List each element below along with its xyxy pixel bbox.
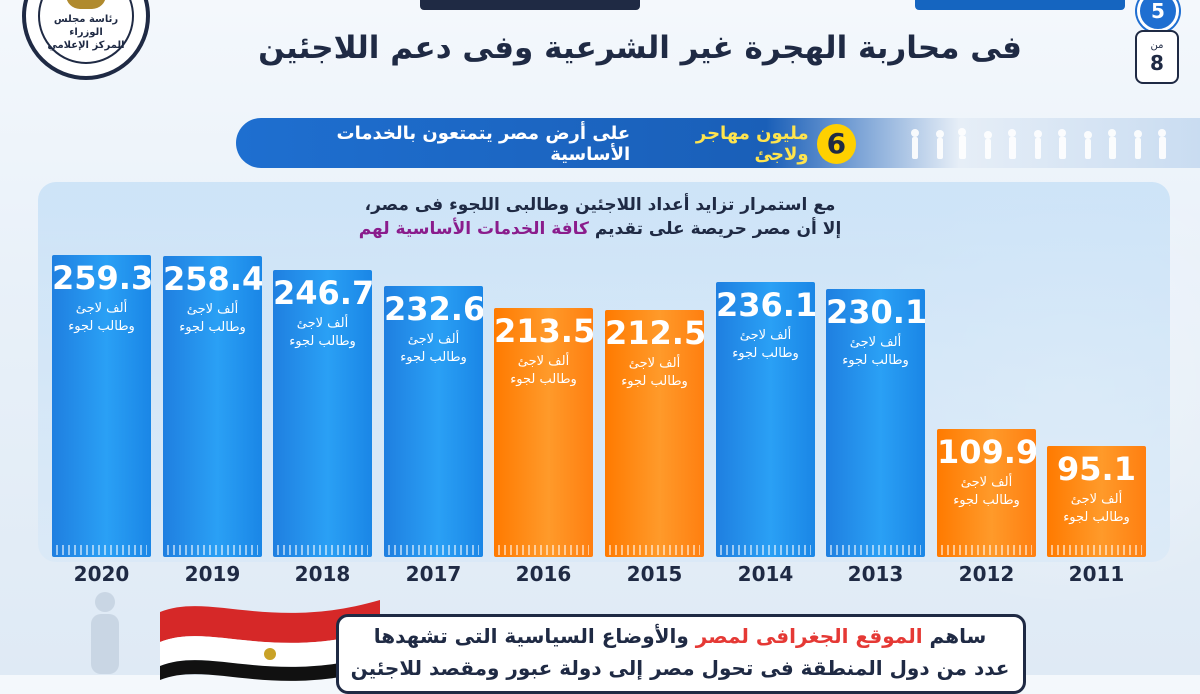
year-label-2015: 2015 bbox=[626, 562, 683, 586]
banner-highlight: مليون مهاجر ولاجئ bbox=[695, 123, 809, 165]
bottom-line-1-red: الموقع الجغرافى لمصر bbox=[695, 624, 923, 648]
bar-unit-line2: وطالب لجوء bbox=[68, 319, 135, 334]
crowd-pattern-icon bbox=[830, 545, 921, 555]
crowd-pattern-icon bbox=[498, 545, 589, 555]
chart-intro: مع استمرار تزايد أعداد اللاجئين وطالبى ا… bbox=[200, 193, 1000, 241]
intro-line-2-purple: كافة الخدمات الأساسية لهم bbox=[358, 219, 589, 239]
crowd-pattern-icon bbox=[1051, 545, 1142, 555]
bar-unit-line2: وطالب لجوء bbox=[179, 320, 246, 335]
year-label-2011: 2011 bbox=[1068, 562, 1125, 586]
bar-value-label: 246.7 bbox=[273, 274, 372, 312]
bar-unit-line2: وطالب لجوء bbox=[732, 346, 799, 361]
page-total-box: من 8 bbox=[1135, 30, 1179, 84]
title-top-strip bbox=[0, 0, 1200, 16]
bar-2013: 230.1 ألف لاجئ وطالب لجوء bbox=[826, 289, 925, 557]
title-line1-highlight-cropped bbox=[915, 0, 1125, 10]
bar-unit-line1: ألف لاجئ bbox=[186, 302, 239, 317]
page-number: 5 bbox=[1137, 0, 1179, 32]
bar-2012: 109.9 ألف لاجئ وطالب لجوء bbox=[937, 429, 1036, 557]
bar-value-label: 95.1 bbox=[1057, 450, 1136, 488]
bar-2017: 232.6 ألف لاجئ وطالب لجوء bbox=[384, 286, 483, 557]
bar-2020: 259.3 ألف لاجئ وطالب لجوء bbox=[52, 255, 151, 557]
bar-unit-line1: ألف لاجئ bbox=[75, 301, 128, 316]
egypt-flag-icon bbox=[160, 600, 380, 681]
year-label-2016: 2016 bbox=[515, 562, 572, 586]
bar-unit-line1: ألف لاجئ bbox=[1070, 492, 1123, 507]
year-label-2013: 2013 bbox=[847, 562, 904, 586]
bar-value-label: 258.4 bbox=[163, 260, 262, 298]
bar-unit-line2: وطالب لجوء bbox=[400, 350, 467, 365]
bar-unit-line1: ألف لاجئ bbox=[296, 316, 349, 331]
bar-value-label: 213.5 bbox=[494, 312, 593, 350]
crowd-pattern-icon bbox=[167, 545, 258, 555]
bar-unit-line1: ألف لاجئ bbox=[628, 356, 681, 371]
banner-text: 6 مليون مهاجر ولاجئ على أرض مصر يتمتعون … bbox=[256, 123, 856, 165]
bottom-line-1-a: ساهم bbox=[929, 624, 987, 648]
bar-value-label: 236.1 bbox=[716, 286, 815, 324]
eagle-emblem-icon bbox=[66, 0, 106, 9]
crowd-pattern-icon bbox=[277, 545, 368, 555]
bar-2019: 258.4 ألف لاجئ وطالب لجوء bbox=[163, 256, 262, 557]
bar-unit-line2: وطالب لجوء bbox=[510, 372, 577, 387]
page-total: 8 bbox=[1150, 50, 1164, 75]
bar-unit-line1: ألف لاجئ bbox=[849, 335, 902, 350]
bar-unit-line2: وطالب لجوء bbox=[1063, 510, 1130, 525]
year-label-2020: 2020 bbox=[73, 562, 130, 586]
crowd-pattern-icon bbox=[720, 545, 811, 555]
page-indicator: 5 من 8 bbox=[1133, 0, 1179, 84]
logo-text-2: المركز الإعلامي bbox=[47, 40, 125, 51]
bar-unit-line2: وطالب لجوء bbox=[953, 493, 1020, 508]
bar-value-label: 230.1 bbox=[826, 293, 925, 331]
crowd-pattern-icon bbox=[941, 545, 1032, 555]
title-line1-cropped bbox=[420, 0, 640, 10]
year-label-2014: 2014 bbox=[737, 562, 794, 586]
bar-2011: 95.1 ألف لاجئ وطالب لجوء bbox=[1047, 446, 1146, 557]
bar-2014: 236.1 ألف لاجئ وطالب لجوء bbox=[716, 282, 815, 557]
crowd-pattern-icon bbox=[56, 545, 147, 555]
bar-2018: 246.7 ألف لاجئ وطالب لجوء bbox=[273, 270, 372, 557]
bottom-line-1: ساهم الموقع الجغرافى لمصر والأوضاع السيا… bbox=[340, 620, 1020, 652]
bottom-note: ساهم الموقع الجغرافى لمصر والأوضاع السيا… bbox=[340, 620, 1020, 684]
crowd-pattern-icon bbox=[609, 545, 700, 555]
walking-people-icon bbox=[911, 128, 1166, 159]
bar-unit-line1: ألف لاجئ bbox=[517, 354, 570, 369]
bar-unit-line2: وطالب لجوء bbox=[621, 374, 688, 389]
page-of-label: من bbox=[1150, 39, 1164, 51]
person-silhouette-icon bbox=[91, 592, 119, 674]
bar-unit-line1: ألف لاجئ bbox=[960, 475, 1013, 490]
intro-line-2: إلا أن مصر حريصة على تقديم كافة الخدمات … bbox=[200, 217, 1000, 241]
crowd-pattern-icon bbox=[388, 545, 479, 555]
bar-unit-line2: وطالب لجوء bbox=[842, 353, 909, 368]
year-label-2019: 2019 bbox=[184, 562, 241, 586]
bar-value-label: 259.3 bbox=[52, 259, 151, 297]
banner-number: 6 bbox=[816, 124, 856, 164]
year-label-2018: 2018 bbox=[294, 562, 351, 586]
page-title: فى محاربة الهجرة غير الشرعية وفى دعم الل… bbox=[258, 30, 1022, 66]
bar-value-label: 212.5 bbox=[605, 314, 704, 352]
year-label-2017: 2017 bbox=[405, 562, 462, 586]
bar-unit-line2: وطالب لجوء bbox=[289, 334, 356, 349]
bar-2015: 212.5 ألف لاجئ وطالب لجوء bbox=[605, 310, 704, 557]
bar-unit-line1: ألف لاجئ bbox=[407, 332, 460, 347]
bottom-line-2: عدد من دول المنطقة فى تحول مصر إلى دولة … bbox=[350, 656, 1010, 680]
intro-line-2-plain: إلا أن مصر حريصة على تقديم bbox=[594, 219, 842, 239]
banner-rest: على أرض مصر يتمتعون بالخدمات الأساسية bbox=[336, 123, 631, 165]
bottom-line-1-b: والأوضاع السياسية التى تشهدها bbox=[373, 624, 689, 648]
intro-line-1: مع استمرار تزايد أعداد اللاجئين وطالبى ا… bbox=[364, 195, 836, 215]
logo-text-1: رئاسة مجلس الوزراء bbox=[53, 14, 119, 38]
bar-unit-line1: ألف لاجئ bbox=[739, 328, 792, 343]
bar-2016: 213.5 ألف لاجئ وطالب لجوء bbox=[494, 308, 593, 557]
bar-value-label: 232.6 bbox=[384, 290, 483, 328]
bar-value-label: 109.9 bbox=[937, 433, 1036, 471]
year-label-2012: 2012 bbox=[958, 562, 1015, 586]
